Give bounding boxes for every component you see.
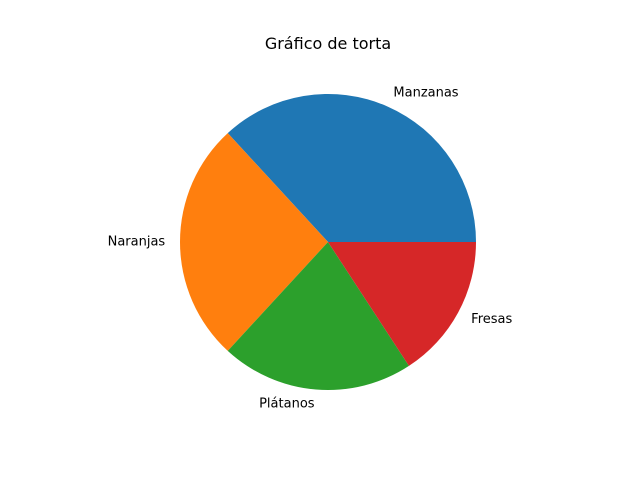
pie-label-naranjas: Naranjas bbox=[108, 235, 166, 250]
chart-title: Gráfico de torta bbox=[265, 34, 391, 53]
pie-slice-manzanas bbox=[227, 93, 476, 242]
pie-slices bbox=[179, 93, 476, 391]
pie-labels: Manzanas Naranjas Plátanos Fresas bbox=[108, 85, 513, 411]
pie-label-platanos: Plátanos bbox=[259, 397, 315, 412]
pie-label-fresas: Fresas bbox=[471, 312, 512, 327]
pie-slice-fresas bbox=[328, 242, 476, 366]
pie-slice-platanos bbox=[227, 242, 409, 391]
pie-label-manzanas: Manzanas bbox=[393, 85, 458, 100]
pie-slice-naranjas bbox=[179, 133, 328, 351]
